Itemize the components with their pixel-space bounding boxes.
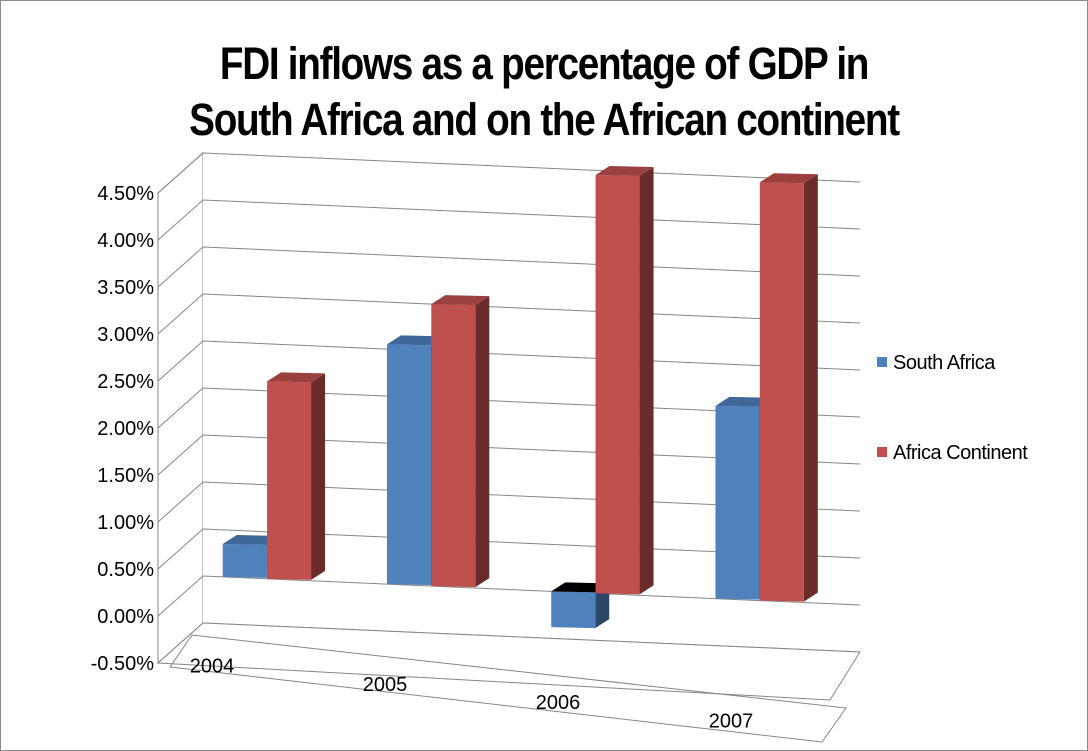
x-tick-label: 2007 [709, 710, 754, 732]
legend-swatch [877, 446, 887, 457]
legend-label: Africa Continent [893, 442, 1028, 464]
bar [551, 591, 596, 629]
bar-top [551, 582, 610, 593]
y-tick-label: 0.00% [97, 606, 154, 628]
bar [431, 304, 476, 588]
legend-label: South Africa [893, 352, 995, 374]
legend-item: South Africa [877, 352, 995, 375]
gridline [157, 575, 861, 617]
y-tick-label: 0.50% [97, 559, 154, 581]
x-tick-label: 2006 [536, 692, 581, 714]
y-tick-label: 4.50% [97, 183, 154, 205]
y-tick-label: 2.00% [97, 418, 154, 440]
legend-swatch [877, 356, 887, 367]
bar-side [475, 296, 490, 588]
bar [595, 175, 640, 595]
bar [222, 543, 267, 578]
bar-top [759, 173, 818, 184]
bar-side [639, 167, 654, 595]
bar-top [386, 335, 445, 346]
x-tick-label: 2005 [363, 674, 408, 696]
legend-item: Africa Continent [877, 442, 1028, 465]
y-tick-label: 2.50% [97, 371, 154, 393]
bar-side [803, 174, 818, 602]
bar [759, 182, 804, 602]
bar [715, 405, 760, 600]
bar [267, 381, 312, 580]
y-tick-label: 1.00% [97, 512, 154, 534]
bar-top [715, 396, 774, 407]
chart-title-line-1: FDI inflows as a percentage of GDP in [219, 38, 870, 89]
bar-side [595, 583, 610, 629]
y-tick-label: 3.50% [97, 277, 154, 299]
y-tick-label: 3.00% [97, 324, 154, 346]
bar [386, 344, 431, 586]
y-tick-label: 1.50% [97, 465, 154, 487]
floor [156, 622, 861, 701]
floor-slab [169, 634, 847, 743]
y-tick-label: 4.00% [97, 230, 154, 252]
bar-top [267, 372, 326, 383]
bar-top [595, 166, 654, 177]
x-tick-label: 2004 [190, 656, 235, 678]
bar-side [311, 373, 326, 580]
chart-title-line-2: South Africa and on the African continen… [189, 94, 900, 145]
chart-title: FDI inflows as a percentage of GDP in So… [76, 36, 1012, 148]
bar-top [431, 295, 490, 306]
bar-top [222, 534, 281, 545]
y-tick-label: -0.50% [91, 653, 155, 675]
